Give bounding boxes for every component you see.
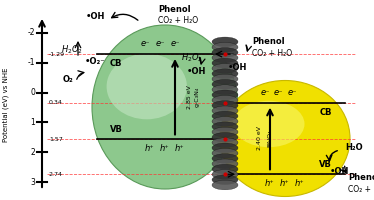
Text: Phenol: Phenol	[159, 5, 191, 14]
Text: 1.57: 1.57	[49, 137, 63, 142]
Ellipse shape	[212, 138, 238, 147]
Ellipse shape	[212, 79, 238, 89]
Text: e⁻: e⁻	[170, 39, 180, 48]
Ellipse shape	[220, 80, 350, 196]
Text: 3: 3	[30, 178, 35, 187]
Text: h⁺: h⁺	[295, 179, 305, 188]
Ellipse shape	[212, 69, 238, 78]
Text: 2: 2	[30, 148, 35, 157]
Text: -1: -1	[28, 58, 35, 67]
Text: h⁺: h⁺	[160, 144, 170, 153]
Ellipse shape	[212, 64, 238, 73]
Text: CO₂ + H₂O: CO₂ + H₂O	[252, 49, 292, 58]
Ellipse shape	[212, 74, 238, 84]
Text: •OH: •OH	[330, 168, 349, 176]
Text: •OH: •OH	[186, 68, 206, 76]
Text: BiVO₄: BiVO₄	[267, 130, 272, 147]
Ellipse shape	[212, 85, 238, 94]
Ellipse shape	[212, 58, 238, 68]
Text: e⁻: e⁻	[260, 88, 270, 97]
Text: h⁺: h⁺	[280, 179, 290, 188]
Text: CO₂ + H₂O: CO₂ + H₂O	[158, 16, 198, 25]
Text: VB: VB	[110, 125, 123, 134]
Text: •O₂⁻: •O₂⁻	[85, 58, 105, 66]
Text: H₂O: H₂O	[345, 144, 363, 152]
Text: 1: 1	[30, 118, 35, 127]
Text: •OH: •OH	[227, 62, 247, 72]
Text: CO₂ + H₂O: CO₂ + H₂O	[348, 186, 374, 194]
Ellipse shape	[212, 37, 238, 47]
Text: h⁺: h⁺	[175, 144, 185, 153]
Ellipse shape	[212, 154, 238, 163]
Text: 2.85 eV: 2.85 eV	[187, 85, 192, 109]
Ellipse shape	[212, 127, 238, 137]
Text: O₂: O₂	[62, 75, 73, 84]
Ellipse shape	[92, 25, 238, 189]
Text: h⁺: h⁺	[265, 179, 275, 188]
Ellipse shape	[212, 159, 238, 169]
Text: h⁺: h⁺	[145, 144, 155, 153]
Text: e⁻: e⁻	[287, 88, 297, 97]
Text: CB: CB	[319, 108, 332, 117]
Ellipse shape	[107, 54, 187, 119]
Text: 0: 0	[30, 88, 35, 97]
Text: g-C₃N₄: g-C₃N₄	[195, 87, 200, 107]
Ellipse shape	[212, 42, 238, 52]
Text: $H_2O_2$: $H_2O_2$	[181, 52, 203, 64]
Text: Phenol: Phenol	[348, 173, 374, 182]
Ellipse shape	[212, 48, 238, 57]
Text: 0.34: 0.34	[49, 100, 63, 105]
Text: -2: -2	[28, 28, 35, 37]
Ellipse shape	[212, 95, 238, 105]
Ellipse shape	[233, 101, 304, 147]
Text: -1.29: -1.29	[49, 52, 65, 57]
Text: e⁻: e⁻	[273, 88, 283, 97]
Ellipse shape	[212, 132, 238, 142]
Ellipse shape	[212, 143, 238, 153]
Text: •OH: •OH	[85, 12, 105, 21]
Ellipse shape	[212, 106, 238, 116]
Text: 2.74: 2.74	[49, 172, 63, 177]
Ellipse shape	[212, 170, 238, 179]
Ellipse shape	[212, 175, 238, 185]
Ellipse shape	[212, 164, 238, 174]
Text: e⁻: e⁻	[155, 39, 165, 48]
Ellipse shape	[212, 53, 238, 63]
Ellipse shape	[212, 117, 238, 126]
Text: $H_2O_2$: $H_2O_2$	[61, 44, 83, 56]
Ellipse shape	[212, 101, 238, 110]
Ellipse shape	[212, 180, 238, 190]
Text: VB: VB	[319, 160, 332, 169]
Ellipse shape	[212, 122, 238, 131]
Ellipse shape	[212, 111, 238, 121]
Text: Potential (eV) vs NHE: Potential (eV) vs NHE	[3, 68, 9, 142]
Text: Phenol: Phenol	[252, 38, 285, 46]
Text: e⁻: e⁻	[140, 39, 150, 48]
Ellipse shape	[212, 148, 238, 158]
Ellipse shape	[212, 90, 238, 100]
Text: 2.40 eV: 2.40 eV	[257, 126, 262, 150]
Text: CB: CB	[110, 59, 123, 68]
